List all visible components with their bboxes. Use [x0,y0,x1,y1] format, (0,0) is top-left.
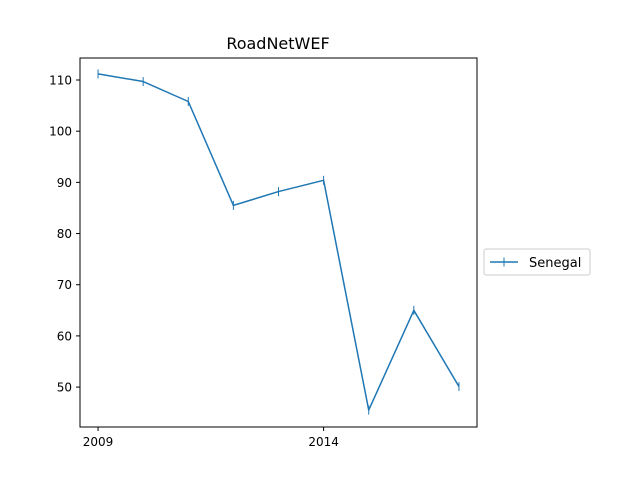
series-layer [97,69,460,415]
y-tick-label: 60 [57,329,72,343]
x-tick-label: 2009 [83,435,114,449]
series-line [97,73,460,411]
x-tick-label: 2014 [308,435,339,449]
y-tick-label: 50 [57,381,72,395]
legend-box [483,248,591,276]
y-tick-label: 70 [57,278,72,292]
legend[interactable]: Senegal [483,248,591,276]
y-axis: 50 60 70 80 90 100 110 [49,74,80,395]
y-tick-label: 80 [57,227,72,241]
plot-area [79,57,478,428]
y-tick-label: 110 [49,74,72,88]
y-tick-label: 100 [49,125,72,139]
legend-label: Senegal [529,256,581,271]
y-tick-label: 90 [57,176,72,190]
chart-title: RoadNetWEF [226,34,329,53]
x-axis: 2009 2014 [83,427,339,449]
